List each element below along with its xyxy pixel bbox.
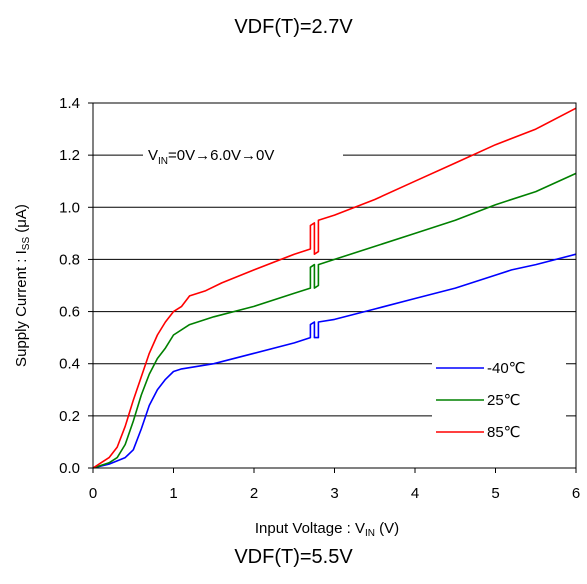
annotation-prefix: V	[148, 147, 158, 164]
y-axis-label: Supply Current : ISS (μA)	[13, 204, 32, 367]
x-axis-label-sub: IN	[365, 528, 375, 539]
y-axis-label-sub: SS	[21, 237, 32, 251]
next-chart-title: VDF(T)=5.5V	[234, 546, 353, 568]
x-axis-label-main: Input Voltage : V	[255, 520, 365, 537]
legend-label: -40℃	[487, 360, 526, 377]
annotation-subscript: IN	[158, 156, 168, 167]
series-line-40	[92, 253, 577, 469]
x-tick-label: 6	[572, 485, 580, 502]
chart-title: VDF(T)=2.7V	[234, 16, 353, 38]
y-tick-label: 1.0	[59, 199, 80, 216]
y-tick-label: 0.2	[59, 408, 80, 425]
legend-label: 85℃	[487, 424, 521, 441]
x-axis-label: Input Voltage : VIN (V)	[255, 520, 399, 539]
legend-label: 25℃	[487, 392, 521, 409]
x-tick-label: 4	[411, 485, 419, 502]
y-axis-label-main: Supply Current : I	[13, 250, 30, 367]
vin-sweep-annotation: VIN=0V→6.0V→0V	[143, 143, 343, 169]
annotation-suffix: =0V→6.0V→0V	[168, 147, 274, 164]
series-lines	[92, 107, 577, 469]
tick-labels: 0.0 0.2 0.4 0.6 0.8 1.0 1.2 1.4 0 1 2 3 4 5 6	[59, 95, 580, 502]
y-tick-label: 1.2	[59, 147, 80, 164]
svg-text:VIN=0V→6.0V→0V: VIN=0V→6.0V→0V	[148, 147, 274, 167]
y-tick-label: 0.6	[59, 304, 80, 321]
y-tick-label: 0.0	[59, 460, 80, 477]
x-tick-label: 5	[491, 485, 499, 502]
y-tick-label: 0.4	[59, 356, 80, 373]
x-tick-label: 0	[89, 485, 97, 502]
x-tick-label: 1	[169, 485, 177, 502]
y-axis-label-unit: (μA)	[13, 204, 30, 237]
legend: -40℃ 25℃ 85℃	[432, 352, 566, 444]
y-tick-label: 1.4	[59, 95, 80, 112]
x-tick-label: 3	[330, 485, 338, 502]
series-line-85	[92, 107, 577, 469]
plot-frame	[92, 102, 577, 469]
x-axis-label-unit: (V)	[375, 520, 399, 537]
x-tick-label: 2	[250, 485, 258, 502]
series-line-25	[92, 172, 577, 469]
y-tick-label: 0.8	[59, 251, 80, 268]
